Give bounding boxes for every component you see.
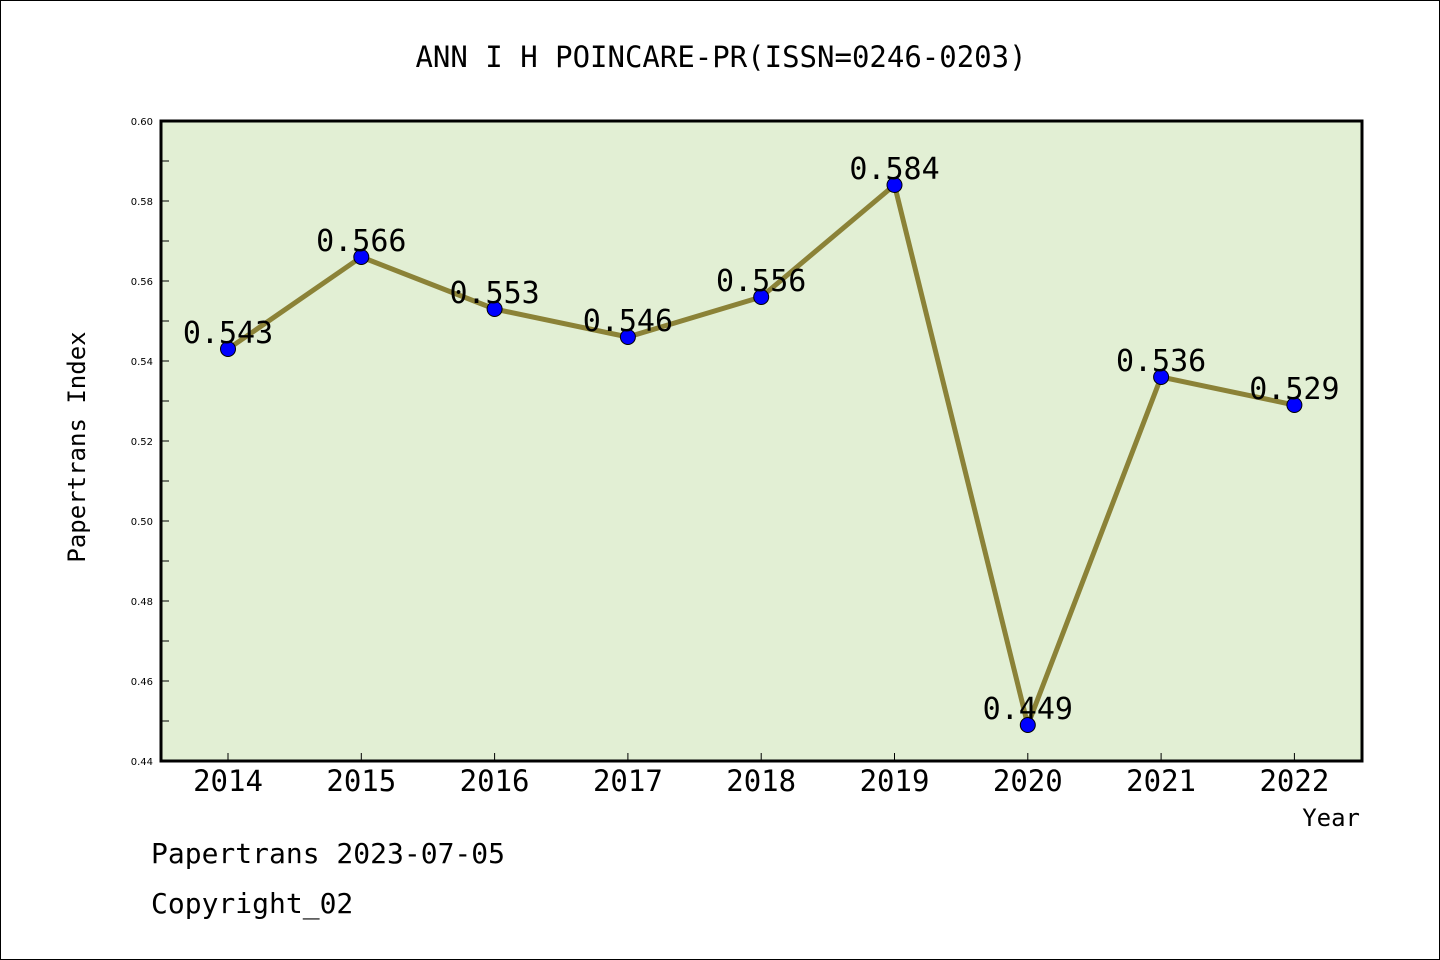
data-label: 0.556 bbox=[716, 264, 806, 299]
data-label: 0.536 bbox=[1116, 344, 1206, 379]
data-label: 0.584 bbox=[849, 152, 939, 187]
data-label: 0.566 bbox=[316, 224, 406, 259]
x-axis-label: Year bbox=[1302, 804, 1360, 832]
x-tick-label: 2017 bbox=[593, 764, 663, 798]
data-point bbox=[1153, 369, 1170, 385]
data-label: 0.529 bbox=[1249, 372, 1339, 407]
data-point bbox=[353, 249, 370, 265]
y-tick-label: 0.52 bbox=[131, 437, 153, 448]
plot-area bbox=[159, 119, 1364, 763]
data-point bbox=[753, 289, 770, 305]
data-point bbox=[1286, 397, 1303, 413]
x-tick-label: 2020 bbox=[993, 764, 1063, 798]
data-label: 0.553 bbox=[449, 276, 539, 311]
x-tick-label: 2015 bbox=[326, 764, 396, 798]
series-points bbox=[220, 177, 1303, 733]
y-tick-label: 0.48 bbox=[131, 597, 153, 608]
y-axis-label: Papertrans Index bbox=[63, 331, 91, 562]
x-axis: 2014 2015 2016 2017 2018 2019 2020 2021 2022 bbox=[193, 753, 1329, 798]
x-tick-label: 2019 bbox=[860, 764, 930, 798]
y-tick-label: 0.58 bbox=[131, 197, 153, 208]
y-tick-label: 0.46 bbox=[131, 677, 153, 688]
x-tick-label: 2018 bbox=[726, 764, 796, 798]
chart-title: ANN I H POINCARE-PR(ISSN=0246-0203) bbox=[415, 40, 1026, 74]
y-tick-label: 0.60 bbox=[131, 117, 153, 128]
data-point bbox=[486, 301, 503, 317]
data-point bbox=[886, 177, 903, 193]
x-tick-label: 2014 bbox=[193, 764, 263, 798]
footer-copyright: Copyright_02 bbox=[151, 887, 354, 920]
x-tick-label: 2016 bbox=[460, 764, 530, 798]
y-tick-label: 0.54 bbox=[131, 357, 153, 368]
data-label: 0.449 bbox=[983, 692, 1073, 727]
data-point bbox=[619, 329, 636, 345]
footer-date: Papertrans 2023-07-05 bbox=[151, 837, 506, 870]
data-point bbox=[1019, 717, 1036, 733]
x-tick-label: 2021 bbox=[1126, 764, 1196, 798]
y-tick-label: 0.50 bbox=[131, 517, 153, 528]
data-label: 0.543 bbox=[183, 316, 273, 351]
data-label: 0.546 bbox=[583, 304, 673, 339]
y-tick-label: 0.44 bbox=[131, 757, 153, 768]
data-labels: 0.543 0.566 0.553 0.546 0.556 0.584 0.449 0.536… bbox=[183, 152, 1340, 727]
data-point bbox=[220, 341, 236, 357]
y-axis: 0.44 0.46 0.48 0.50 0.52 0.54 0.56 0.58 0.60 bbox=[131, 117, 169, 768]
y-tick-label: 0.56 bbox=[131, 277, 153, 288]
x-tick-label: 2022 bbox=[1259, 764, 1329, 798]
